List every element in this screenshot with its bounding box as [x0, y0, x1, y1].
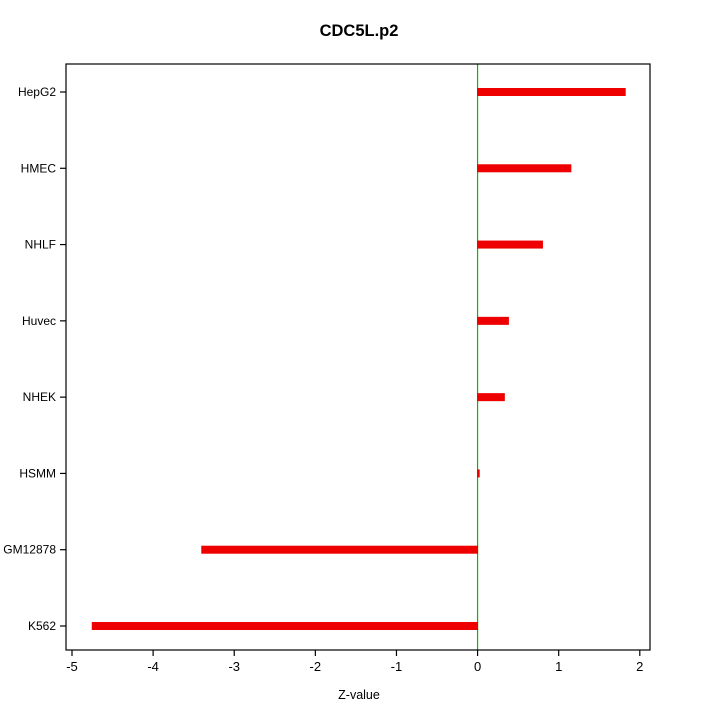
bar-hsmm [477, 469, 480, 478]
y-category-label: GM12878 [3, 543, 56, 557]
bar-hepg2 [477, 88, 626, 96]
y-category-label: HMEC [21, 161, 57, 175]
x-axis-label: Z-value [338, 688, 380, 702]
y-category-label: HSMM [19, 466, 56, 480]
plot-border-box [65, 63, 651, 651]
x-tick-label: -5 [66, 659, 78, 674]
bar-k562 [91, 622, 479, 630]
bar-nhek [477, 393, 505, 402]
y-category-label: HepG2 [18, 85, 56, 99]
y-category-label: NHLF [25, 238, 56, 252]
bar-nhlf [477, 240, 543, 249]
chart-title: CDC5L.p2 [320, 22, 399, 40]
x-tick-label: -3 [228, 659, 240, 674]
x-tick-label: -4 [147, 659, 159, 674]
bar-gm12878 [201, 545, 479, 554]
x-tick-label: -1 [391, 659, 403, 674]
x-tick-label: -2 [310, 659, 322, 674]
bar-huvec [477, 316, 509, 325]
bar-hmec [477, 164, 572, 173]
x-tick-label: 0 [474, 659, 481, 674]
y-category-label: NHEK [23, 390, 56, 404]
plot-content: -5 -4 -3 -2 -1 0 1 2 HepG2 HMEC NHLF Huvec NHEK HSMM G… [3, 64, 643, 674]
x-tick-label: 1 [555, 659, 562, 674]
x-tick-label: 2 [636, 659, 643, 674]
y-category-label: K562 [28, 619, 56, 633]
y-category-label: Huvec [22, 314, 56, 328]
